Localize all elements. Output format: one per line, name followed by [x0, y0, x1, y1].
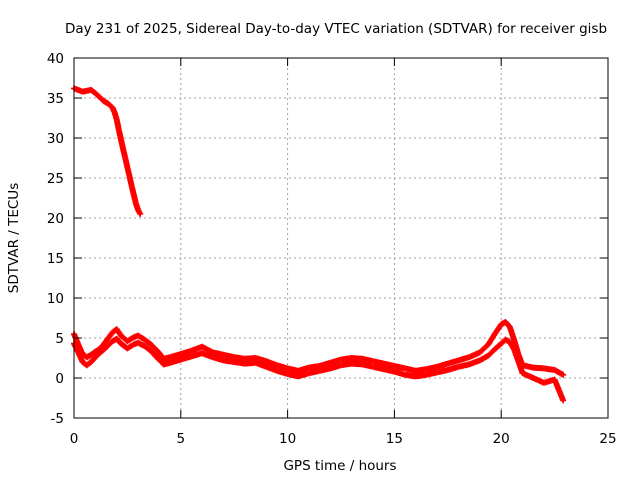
data-point-trail: [148, 348, 160, 360]
data-point-trail: [503, 319, 512, 329]
x-tick-label: 10: [279, 431, 296, 447]
data-point-trail: [132, 340, 140, 347]
data-point-trail: [136, 333, 147, 342]
axis-ticks: -5 0 5 10 15 20 25 30 35 40 0 5 10 15 20 25: [47, 51, 617, 447]
data-point-trail: [97, 339, 109, 352]
x-axis-label: GPS time / hours: [283, 458, 396, 474]
data-point: [560, 397, 567, 404]
data-point-trail: [155, 348, 166, 361]
data-point-trail: [148, 342, 160, 353]
chart-title: Day 231 of 2025, Sidereal Day-to-day VTE…: [65, 21, 607, 37]
data-point: [137, 211, 144, 217]
data-point-trail: [503, 337, 512, 345]
y-axis-label: SDTVAR / TECUs: [6, 183, 22, 293]
data-marks: [71, 85, 567, 404]
y-tick-label: 20: [47, 211, 64, 227]
data-point-trail: [477, 342, 491, 355]
series-early-high-trace: [71, 85, 144, 217]
x-tick-label: 5: [177, 431, 186, 447]
data-point: [560, 371, 567, 378]
y-tick-label: 10: [47, 291, 64, 307]
data-point-trail: [84, 359, 94, 368]
y-tick-label: 0: [55, 371, 64, 387]
data-point-trail: [93, 351, 102, 360]
data-point-trail: [104, 339, 115, 350]
plot-frame: [73, 57, 609, 419]
data-point-trail: [89, 349, 98, 357]
data-point-trail: [80, 359, 89, 368]
data-point-trail: [80, 351, 89, 360]
data-point-trail: [132, 333, 140, 340]
data-point-trail: [499, 337, 508, 346]
grid-lines: [74, 58, 608, 418]
y-tick-label: 5: [55, 331, 64, 347]
data-point-trail: [114, 327, 124, 338]
data-point-trail: [135, 208, 143, 216]
data-point-trail: [88, 355, 98, 365]
data-point-trail: [552, 377, 566, 403]
y-tick-label: 30: [47, 131, 64, 147]
data-point-trail: [109, 105, 118, 115]
x-tick-label: 20: [493, 431, 510, 447]
data-point-trail: [93, 91, 102, 100]
data-point-trail: [101, 98, 111, 106]
series-daily-trace-a: [71, 319, 567, 378]
data-point-trail: [486, 332, 497, 347]
x-tick-label: 15: [386, 431, 403, 447]
data-point-trail: [97, 95, 106, 104]
y-tick-label: 25: [47, 171, 64, 187]
y-tick-label: 40: [47, 51, 64, 67]
data-point-trail: [125, 342, 136, 351]
data-point-trail: [103, 330, 115, 343]
data-point-trail: [72, 85, 80, 93]
y-tick-label: -5: [51, 411, 64, 427]
data-point-trail: [114, 336, 124, 346]
data-point-trail: [84, 352, 94, 360]
series-daily-trace-b: [71, 335, 567, 404]
x-tick-label: 0: [70, 431, 79, 447]
data-point-trail: [486, 347, 497, 358]
data-point-trail: [89, 87, 98, 96]
data-point-trail: [106, 101, 115, 110]
data-point-trail: [492, 341, 504, 352]
data-point-trail: [492, 322, 504, 336]
y-tick-label: 35: [47, 91, 64, 107]
y-tick-label: 15: [47, 251, 64, 267]
data-point-trail: [76, 87, 85, 95]
x-tick-label: 25: [599, 431, 616, 447]
data-point-trail: [97, 345, 108, 356]
data-point-trail: [93, 346, 102, 354]
